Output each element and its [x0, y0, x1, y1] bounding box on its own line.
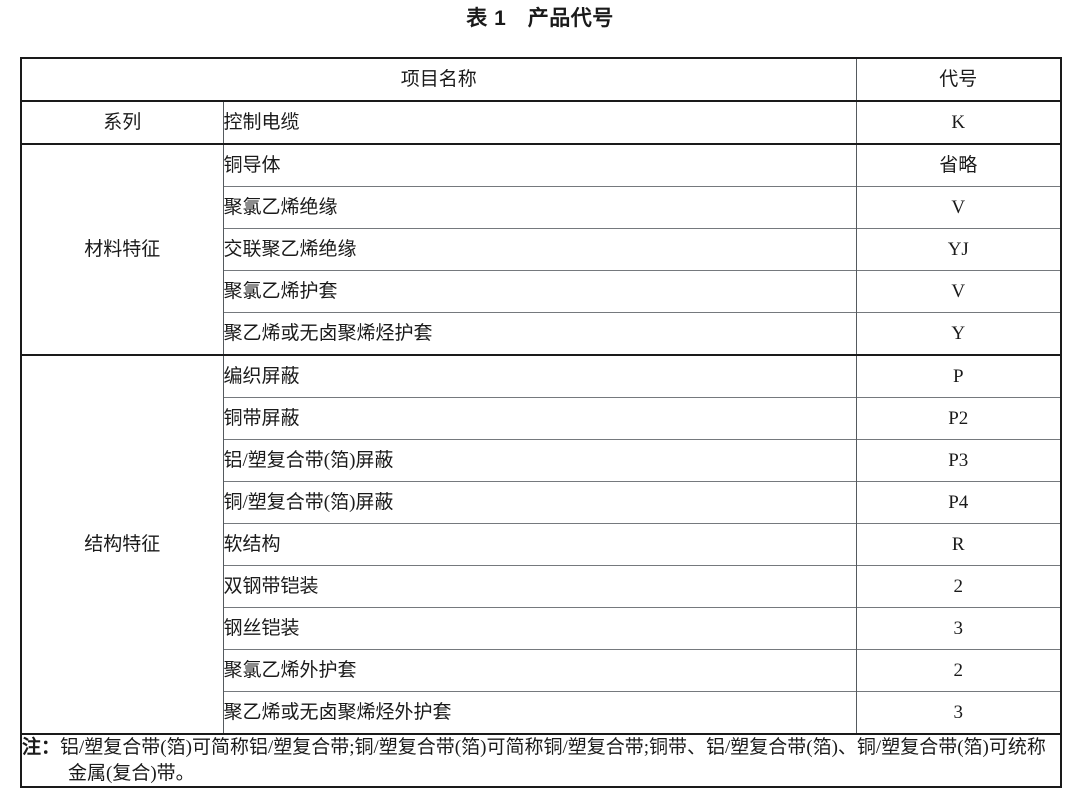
- group-label-cell: 系列: [21, 101, 224, 144]
- item-name-cell: 交联聚乙烯绝缘: [223, 228, 857, 271]
- code-cell: 2: [855, 649, 1062, 692]
- code-cell: P3: [855, 439, 1062, 482]
- item-name-cell: 控制电缆: [223, 111, 300, 133]
- code-cell: V: [855, 186, 1062, 229]
- table-header-row: 项目名称 代号: [21, 58, 1062, 102]
- table-row: 铜带屏蔽 P2: [21, 397, 1062, 440]
- table-title: 表 1 产品代号: [466, 7, 614, 30]
- table-row: 聚氯乙烯外护套 2: [21, 649, 1062, 692]
- table-note-row: 注：铝/塑复合带(箔)可简称铝/塑复合带;铜/塑复合带(箔)可简称铜/塑复合带;…: [21, 732, 1062, 788]
- item-name-cell: 聚氯乙烯护套: [223, 270, 857, 313]
- code-cell: V: [855, 270, 1062, 313]
- code-cell: P4: [855, 481, 1062, 524]
- code-cell: P: [855, 354, 1062, 398]
- item-name-cell: 铜带屏蔽: [223, 397, 857, 440]
- item-name-cell: 聚氯乙烯绝缘: [223, 186, 857, 229]
- table-header: 项目名称 代号: [21, 58, 1062, 102]
- table-row: 聚氯乙烯绝缘 V: [21, 186, 1062, 229]
- table-note-body: 注：铝/塑复合带(箔)可简称铝/塑复合带;铜/塑复合带(箔)可简称铜/塑复合带;…: [22, 735, 1060, 786]
- product-code-table: 项目名称 代号 系列 控制电缆 K 材料特征 铜导体 省略 聚氯乙烯绝缘 V 交联聚乙烯绝缘 YJ…: [20, 57, 1063, 789]
- table-row: 铝/塑复合带(箔)屏蔽 P3: [21, 439, 1062, 482]
- item-name-cell: 聚乙烯或无卤聚烯烃外护套: [223, 691, 857, 734]
- table-row: 钢丝铠装 3: [21, 607, 1062, 650]
- code-cell: 2: [855, 565, 1062, 608]
- table-row: 结构特征 编织屏蔽 P: [21, 354, 1062, 734]
- table-row: 双钢带铠装 2: [21, 565, 1062, 608]
- code-cell: YJ: [855, 228, 1062, 271]
- code-cell: P2: [855, 397, 1062, 440]
- table-note-text: 铝/塑复合带(箔)可简称铝/塑复合带;铜/塑复合带(箔)可简称铜/塑复合带;铜带…: [60, 737, 1046, 784]
- item-name-cell: 编织屏蔽: [223, 354, 857, 398]
- code-cell: 3: [855, 607, 1062, 650]
- table-body: 系列 控制电缆 K 材料特征 铜导体 省略 聚氯乙烯绝缘 V 交联聚乙烯绝缘 YJ 聚氯乙烯护套 V 聚…: [21, 101, 1062, 788]
- code-cell: 省略: [855, 143, 1062, 187]
- item-name-cell: 铝/塑复合带(箔)屏蔽: [223, 439, 857, 482]
- item-name-cell: 铜导体: [223, 143, 857, 187]
- table-row: 交联聚乙烯绝缘 YJ: [21, 228, 1062, 271]
- column-header-item-name: 项目名称: [21, 58, 857, 102]
- group-label-cell: 材料特征: [21, 143, 224, 355]
- item-name-cell: 聚氯乙烯外护套: [223, 649, 857, 692]
- item-name-cell: 铜/塑复合带(箔)屏蔽: [223, 481, 857, 524]
- code-cell: 3: [855, 691, 1062, 734]
- table-row: 聚乙烯或无卤聚烯烃外护套 3: [21, 691, 1062, 734]
- table-note-label: 注：: [22, 737, 61, 758]
- item-name-cell: 软结构: [223, 523, 857, 566]
- table-row: 铜/塑复合带(箔)屏蔽 P4: [21, 481, 1062, 524]
- column-header-code: 代号: [855, 58, 1062, 102]
- product-code-table-wrapper: 项目名称 代号 系列 控制电缆 K 材料特征 铜导体 省略 聚氯乙烯绝缘 V 交联聚乙烯绝缘 YJ…: [20, 57, 1063, 789]
- table-row: 聚乙烯或无卤聚烯烃护套 Y: [21, 312, 1062, 355]
- table-row: 材料特征 铜导体 省略: [21, 143, 1062, 355]
- table-row: 软结构 R: [21, 523, 1062, 566]
- code-cell: R: [855, 523, 1062, 566]
- item-name-cell: 聚乙烯或无卤聚烯烃护套: [223, 312, 857, 355]
- group-label-cell: 结构特征: [21, 354, 224, 734]
- table-note-cell: 注：铝/塑复合带(箔)可简称铝/塑复合带;铜/塑复合带(箔)可简称铜/塑复合带;…: [21, 732, 1062, 788]
- table-row: 系列 控制电缆 K: [21, 101, 1062, 144]
- item-name-cell: 钢丝铠装: [223, 607, 857, 650]
- table-row: 聚氯乙烯护套 V: [21, 270, 1062, 313]
- code-cell: K: [855, 101, 1062, 144]
- item-name-cell: 双钢带铠装: [223, 565, 857, 608]
- code-cell: Y: [855, 312, 1062, 355]
